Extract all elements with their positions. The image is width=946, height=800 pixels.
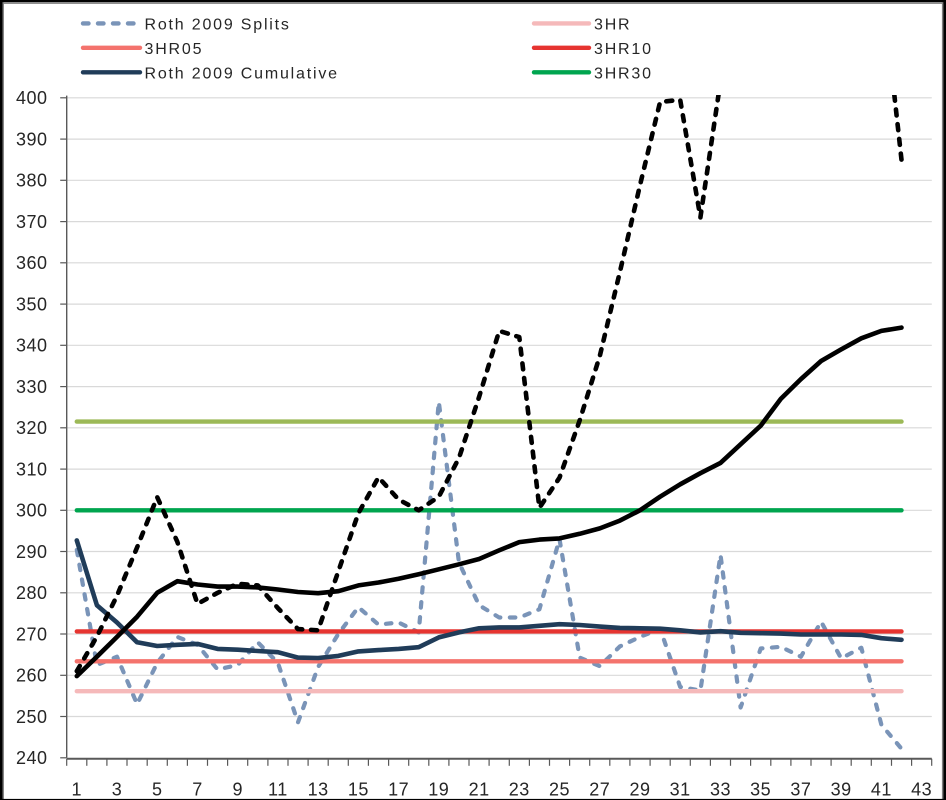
svg-text:21: 21: [469, 780, 490, 800]
svg-text:370: 370: [16, 212, 48, 232]
svg-text:5: 5: [152, 780, 163, 800]
svg-text:17: 17: [388, 780, 409, 800]
svg-text:Roth 2009 Splits: Roth 2009 Splits: [145, 16, 291, 33]
svg-text:23: 23: [509, 780, 530, 800]
svg-text:11: 11: [268, 780, 288, 800]
svg-text:25: 25: [549, 780, 570, 800]
svg-text:29: 29: [629, 780, 650, 800]
svg-text:27: 27: [589, 780, 610, 800]
svg-text:3HR05: 3HR05: [145, 41, 204, 58]
svg-text:7: 7: [192, 780, 203, 800]
svg-text:33: 33: [710, 780, 731, 800]
svg-text:260: 260: [16, 666, 48, 686]
svg-text:270: 270: [16, 624, 48, 644]
svg-text:250: 250: [16, 707, 48, 727]
svg-text:3HR10: 3HR10: [594, 41, 653, 58]
svg-text:43: 43: [911, 780, 932, 800]
svg-text:350: 350: [16, 294, 48, 314]
svg-text:280: 280: [16, 583, 48, 603]
svg-text:41: 41: [871, 780, 892, 800]
svg-text:340: 340: [16, 336, 48, 356]
svg-text:400: 400: [16, 88, 48, 108]
svg-text:9: 9: [232, 780, 243, 800]
svg-text:31: 31: [670, 780, 691, 800]
svg-text:3HR30: 3HR30: [594, 65, 653, 82]
svg-text:15: 15: [348, 780, 369, 800]
svg-text:35: 35: [750, 780, 771, 800]
svg-text:290: 290: [16, 542, 48, 562]
svg-text:19: 19: [428, 780, 449, 800]
svg-text:Roth 2009 Cumulative: Roth 2009 Cumulative: [145, 65, 339, 82]
svg-text:240: 240: [16, 748, 48, 768]
svg-text:390: 390: [16, 129, 48, 149]
svg-text:310: 310: [16, 459, 48, 479]
svg-text:37: 37: [790, 780, 811, 800]
svg-text:300: 300: [16, 501, 48, 521]
svg-text:3HR: 3HR: [594, 16, 631, 33]
svg-text:380: 380: [16, 171, 48, 191]
svg-text:3: 3: [112, 780, 123, 800]
svg-text:39: 39: [831, 780, 852, 800]
svg-text:13: 13: [308, 780, 329, 800]
svg-text:320: 320: [16, 418, 48, 438]
svg-text:330: 330: [16, 377, 48, 397]
svg-text:360: 360: [16, 253, 48, 273]
svg-text:1: 1: [72, 780, 83, 800]
